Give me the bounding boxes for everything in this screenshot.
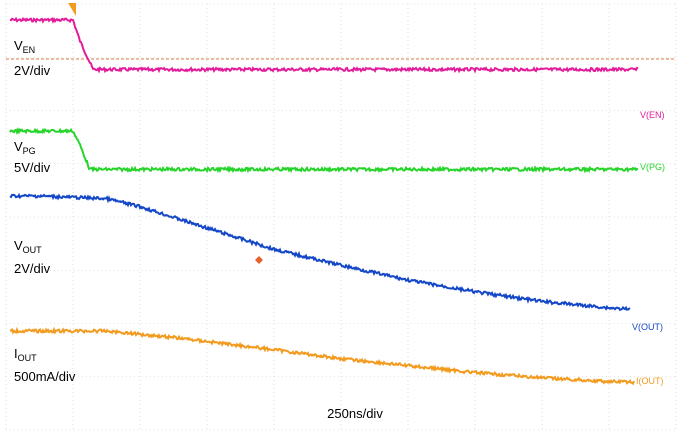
channel-label: VOUT — [14, 238, 42, 255]
trace-v-out — [9, 192, 631, 312]
channel-label: VEN — [14, 38, 35, 55]
trace-tag: I(OUT) — [636, 376, 664, 386]
cursor-marker — [255, 256, 263, 264]
channel-labels: VEN 2V/div V(EN) VPG 5V/div V(PG) VOUT 2V/div V(… — [14, 38, 665, 386]
channel-scale: 2V/div — [14, 261, 51, 276]
trace-tag: V(EN) — [640, 110, 665, 120]
trigger-marker-top — [68, 3, 76, 16]
trace-v-en — [9, 16, 639, 74]
channel-scale: 5V/div — [14, 160, 51, 175]
time-scale-label: 250ns/div — [327, 406, 383, 421]
channel-label: VPG — [14, 139, 36, 156]
channel-scale: 500mA/div — [14, 369, 76, 384]
trace-v-pg — [9, 127, 639, 174]
trace-i-out — [10, 326, 635, 386]
channel-label: IOUT — [14, 346, 37, 363]
trace-group — [9, 16, 639, 386]
trace-tag: V(OUT) — [632, 322, 663, 332]
trace-tag: V(PG) — [640, 162, 665, 172]
grid — [5, 3, 677, 431]
trigger-marker — [255, 256, 263, 264]
channel-scale: 2V/div — [14, 63, 51, 78]
